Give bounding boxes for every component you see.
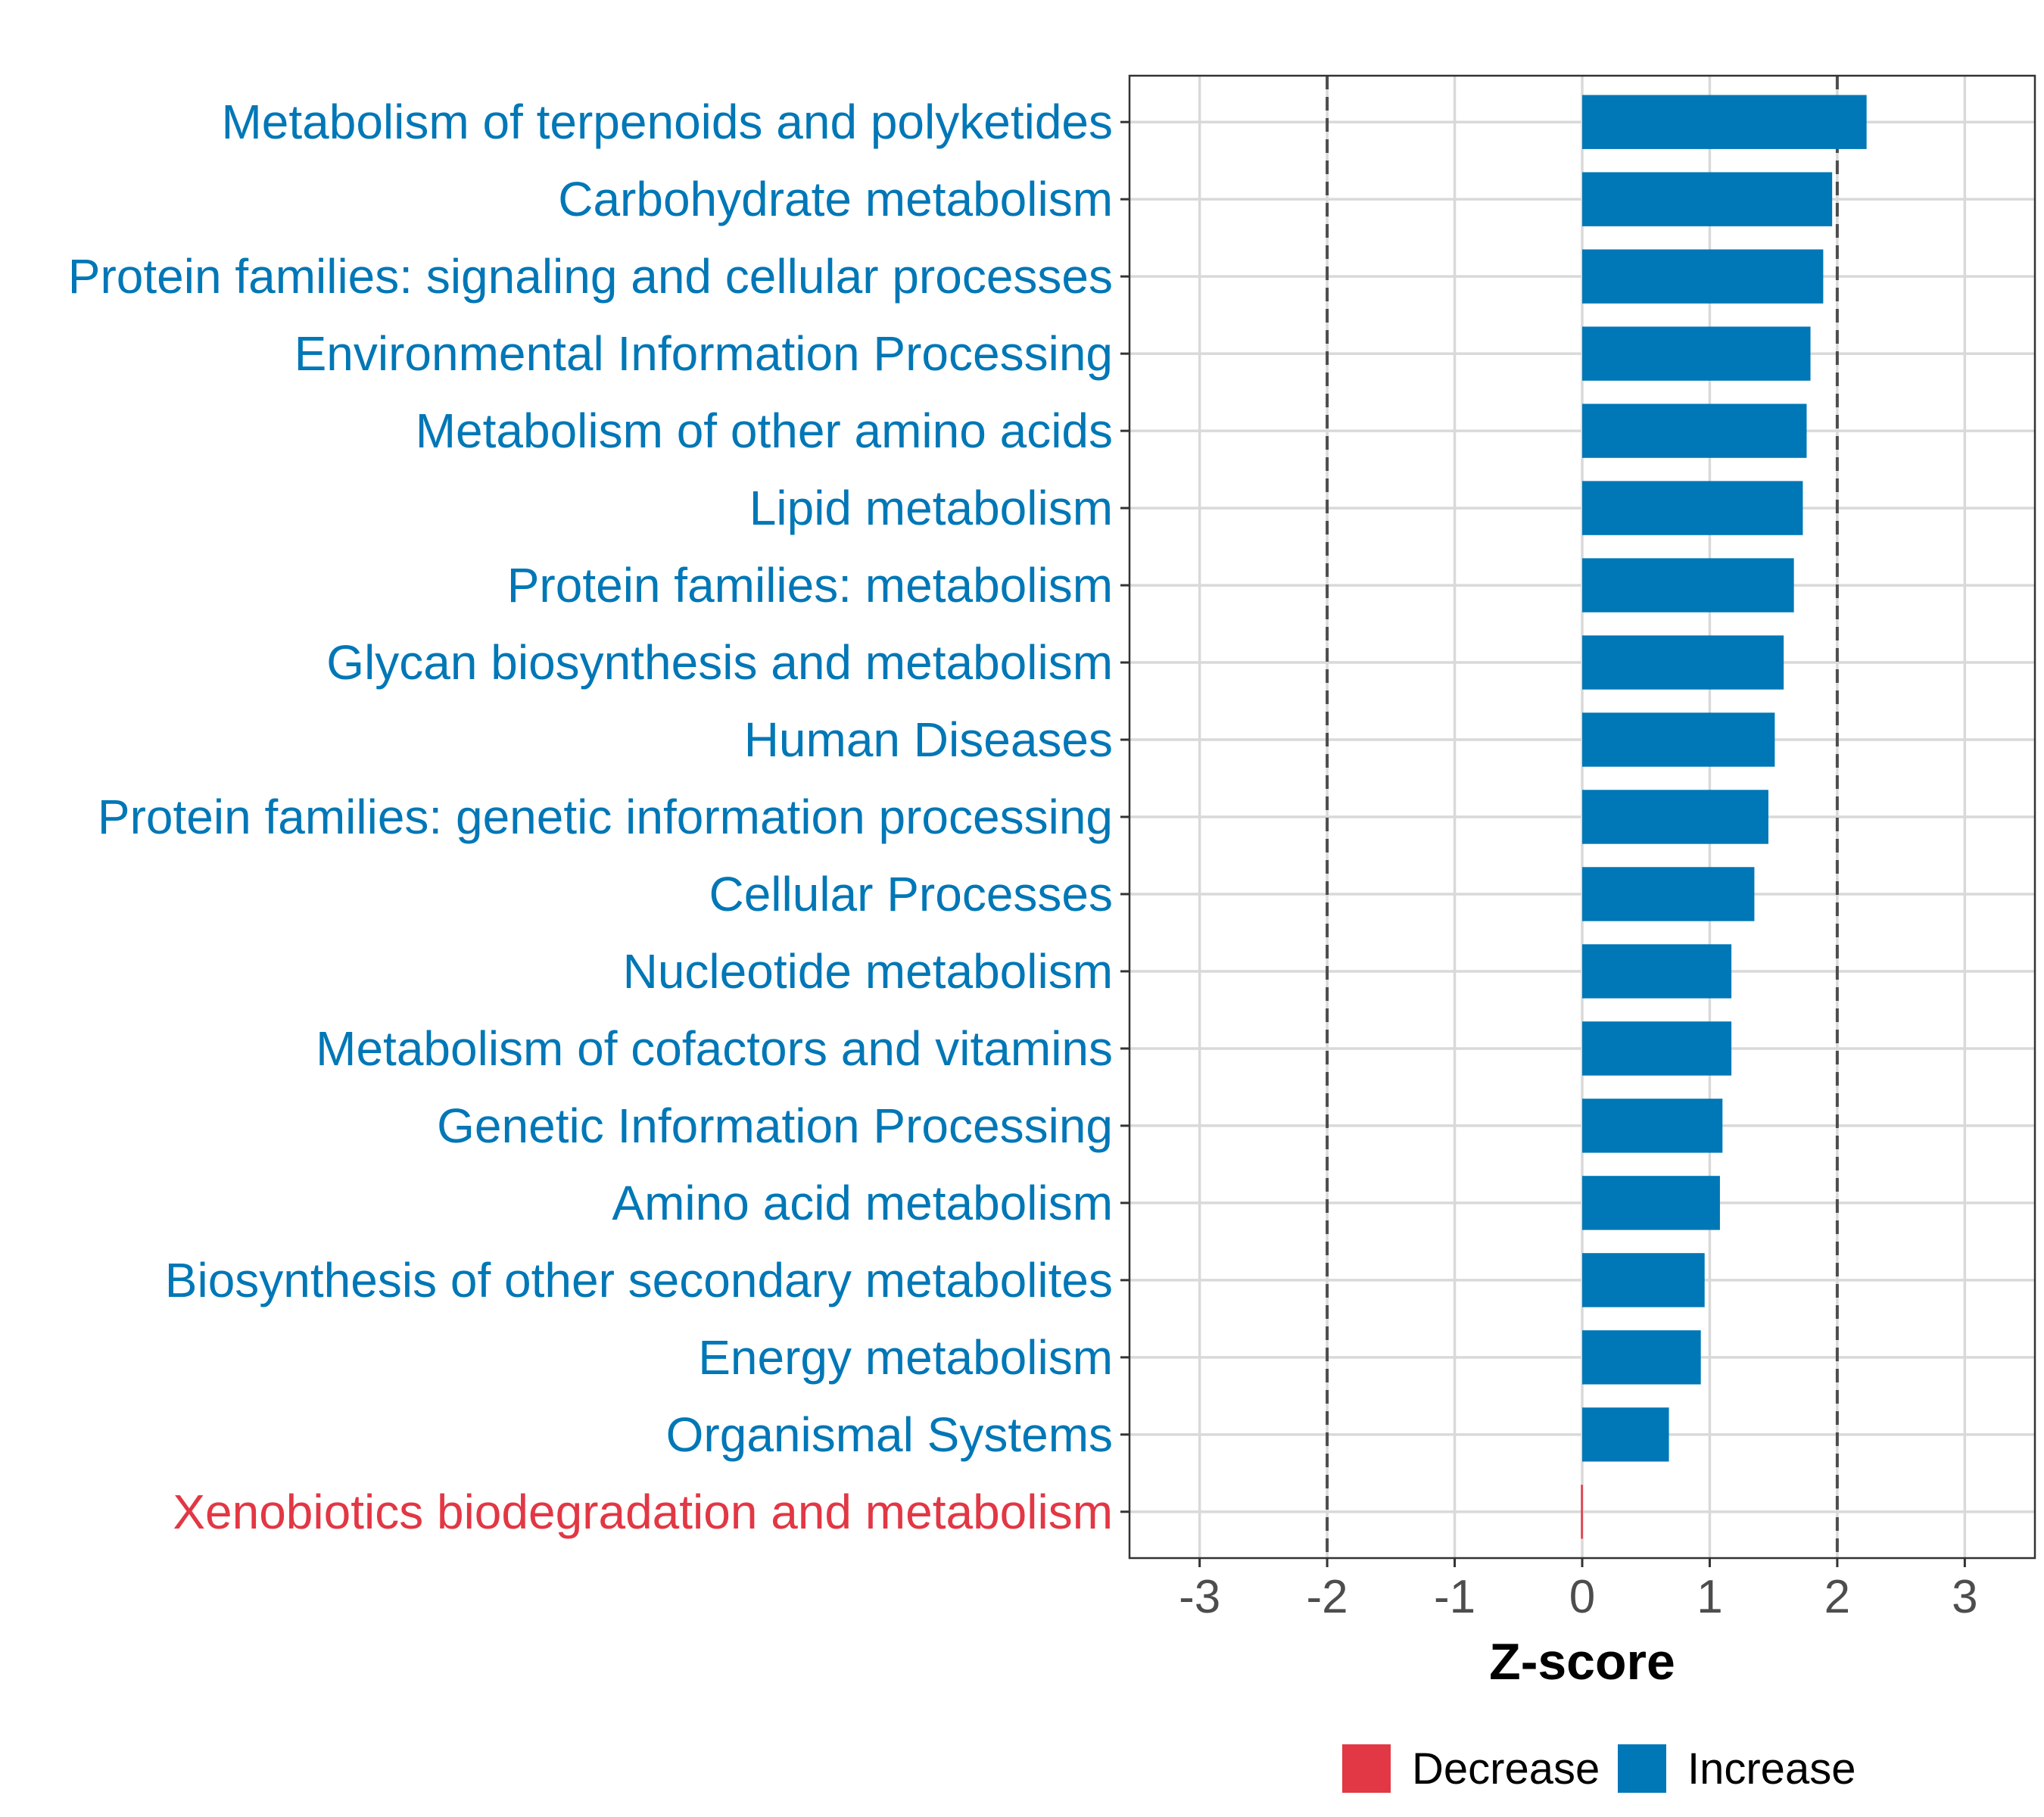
bar	[1582, 558, 1794, 612]
category-label: Cellular Processes	[709, 867, 1113, 921]
bar	[1582, 1330, 1701, 1385]
x-tick-label: 3	[1952, 1571, 1977, 1623]
bar	[1582, 172, 1833, 226]
x-axis-title: Z-score	[1489, 1633, 1675, 1691]
category-label: Carbohydrate metabolism	[558, 172, 1113, 226]
x-tick-label: 2	[1824, 1571, 1850, 1623]
y-axis-ticks	[1120, 120, 1129, 1513]
bar	[1582, 1099, 1723, 1153]
x-tick-label: 0	[1569, 1571, 1595, 1623]
category-label: Human Diseases	[744, 712, 1113, 767]
category-label: Lipid metabolism	[749, 481, 1113, 535]
legend: Decrease Increase	[1342, 1744, 1855, 1794]
category-label: Amino acid metabolism	[612, 1176, 1113, 1230]
bar	[1581, 1485, 1583, 1539]
category-label: Nucleotide metabolism	[623, 944, 1113, 999]
category-label: Metabolism of cofactors and vitamins	[316, 1021, 1113, 1076]
x-tick-label: -2	[1307, 1571, 1348, 1623]
bar	[1582, 1176, 1720, 1230]
x-tick-label: 1	[1697, 1571, 1722, 1623]
category-label: Glycan biosynthesis and metabolism	[326, 635, 1113, 690]
bars	[1581, 95, 1867, 1539]
category-label: Protein families: genetic information pr…	[98, 790, 1113, 844]
legend-swatch-increase	[1618, 1744, 1666, 1793]
x-axis-ticks: -3 -2 -1 0 1 2 3	[1179, 1558, 1978, 1623]
category-label: Organismal Systems	[666, 1407, 1113, 1462]
bar	[1582, 1021, 1732, 1076]
category-label: Metabolism of terpenoids and polyketides	[221, 95, 1113, 149]
bar	[1582, 790, 1768, 844]
bar	[1582, 1407, 1669, 1462]
bar	[1582, 404, 1807, 458]
category-label: Protein families: metabolism	[507, 558, 1113, 612]
y-axis-category-labels: Metabolism of terpenoids and polyketides…	[68, 95, 1113, 1539]
bar	[1582, 249, 1824, 304]
bar	[1582, 712, 1775, 767]
bar	[1582, 867, 1755, 921]
category-label: Energy metabolism	[698, 1330, 1113, 1385]
legend-swatch-decrease	[1342, 1744, 1391, 1793]
category-label: Xenobiotics biodegradation and metabolis…	[173, 1485, 1113, 1539]
bar	[1582, 326, 1811, 381]
x-tick-label: -1	[1434, 1571, 1475, 1623]
bar	[1582, 95, 1867, 149]
category-label: Genetic Information Processing	[437, 1099, 1113, 1153]
category-label: Protein families: signaling and cellular…	[68, 249, 1113, 304]
bar	[1582, 481, 1803, 535]
bar	[1582, 1253, 1705, 1307]
legend-label-increase: Increase	[1687, 1744, 1855, 1794]
category-label: Environmental Information Processing	[294, 326, 1113, 381]
x-tick-label: -3	[1179, 1571, 1220, 1623]
reference-lines	[1326, 76, 1839, 1558]
category-label: Biosynthesis of other secondary metaboli…	[165, 1253, 1113, 1307]
bar	[1582, 944, 1732, 999]
legend-label-decrease: Decrease	[1412, 1744, 1600, 1794]
bar	[1582, 635, 1784, 690]
category-label: Metabolism of other amino acids	[416, 404, 1113, 458]
